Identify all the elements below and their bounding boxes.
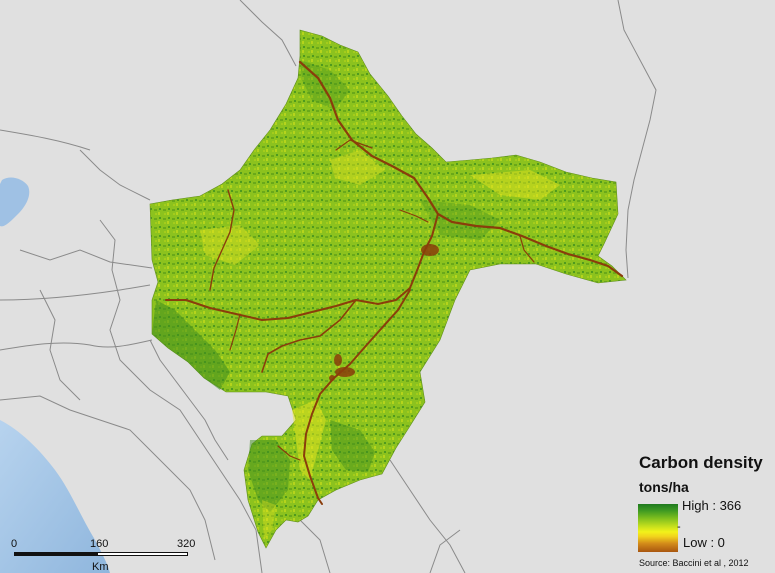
ocean — [0, 420, 110, 573]
lake — [0, 177, 30, 227]
rivers — [165, 60, 624, 505]
legend-low-label: Low : 0 — [683, 535, 725, 550]
scale-bar-unit: Km — [92, 561, 109, 573]
forest-region — [149, 29, 627, 549]
source-note: Source: Baccini et al , 2012 — [639, 558, 749, 568]
legend-middle-tick: - — [677, 521, 681, 533]
scale-bar-segment-1 — [14, 552, 97, 556]
scale-bar-tick-320: 320 — [177, 538, 196, 550]
scale-bar-tick-160: 160 — [90, 538, 109, 550]
low-density-patches — [329, 244, 439, 381]
legend-high-label: High : 366 — [682, 498, 742, 513]
legend-title: Carbon density — [639, 453, 763, 472]
legend-unit: tons/ha — [639, 479, 689, 495]
scale-bar-segment-2 — [97, 552, 188, 556]
legend-color-ramp — [638, 504, 678, 552]
scale-bar-tick-0: 0 — [11, 538, 18, 550]
admin-borders — [0, 0, 657, 573]
